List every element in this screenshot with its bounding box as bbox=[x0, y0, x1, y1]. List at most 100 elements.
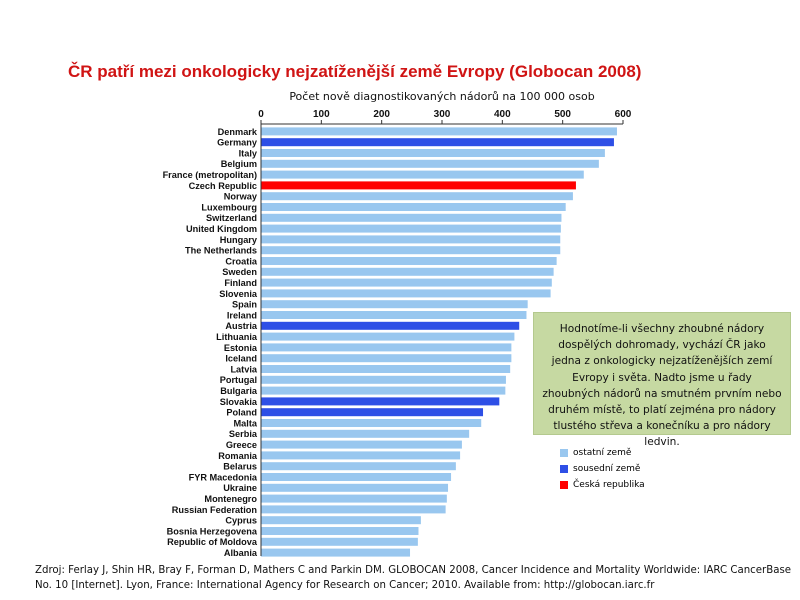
bar bbox=[261, 408, 484, 417]
source-citation: Zdroj: Ferlay J, Shin HR, Bray F, Forman… bbox=[35, 565, 792, 591]
category-label: Ireland bbox=[227, 310, 257, 320]
category-label: Cyprus bbox=[225, 516, 257, 526]
category-label: Finland bbox=[224, 278, 257, 288]
bar bbox=[261, 343, 512, 352]
bar bbox=[261, 473, 452, 481]
bar bbox=[261, 375, 506, 384]
bar bbox=[261, 213, 562, 222]
x-tick-label: 600 bbox=[615, 109, 632, 120]
category-label: Denmark bbox=[218, 127, 258, 137]
category-label: Germany bbox=[217, 138, 258, 148]
bar bbox=[261, 300, 528, 309]
category-label: Norway bbox=[224, 192, 258, 202]
category-label: Slovenia bbox=[219, 289, 258, 299]
category-label: Russian Federation bbox=[172, 505, 258, 515]
x-tick-label: 300 bbox=[434, 109, 451, 120]
bar bbox=[261, 321, 520, 330]
category-label: Greece bbox=[226, 440, 257, 450]
bar bbox=[261, 429, 470, 438]
bar bbox=[261, 483, 449, 492]
bar bbox=[261, 440, 462, 449]
category-label: United Kingdom bbox=[186, 224, 257, 234]
bar bbox=[261, 127, 617, 136]
bar bbox=[261, 537, 418, 546]
category-label: Ukraine bbox=[223, 483, 257, 493]
category-label: France (metropolitan) bbox=[163, 170, 257, 180]
bar bbox=[261, 192, 573, 201]
category-label: Serbia bbox=[229, 429, 258, 439]
legend-item-czech: Česká republika bbox=[560, 478, 645, 492]
category-label: Sweden bbox=[222, 267, 257, 277]
bar bbox=[261, 365, 511, 373]
category-label: Austria bbox=[225, 321, 258, 331]
legend-swatch-other bbox=[560, 449, 568, 457]
bar bbox=[261, 397, 500, 406]
category-label: The Netherlands bbox=[185, 246, 257, 256]
category-label: Bosnia Herzegovena bbox=[167, 526, 258, 536]
bar bbox=[261, 159, 599, 168]
bar bbox=[261, 505, 446, 514]
bar bbox=[261, 278, 552, 287]
x-tick-label: 200 bbox=[373, 109, 390, 120]
bar bbox=[261, 138, 614, 147]
category-label: Slovakia bbox=[220, 397, 258, 407]
category-label: Spain bbox=[232, 300, 257, 310]
legend-item-neighbor: sousední země bbox=[560, 462, 645, 476]
x-tick-label: 0 bbox=[258, 109, 264, 120]
category-label: FYR Macedonia bbox=[189, 472, 258, 482]
category-label: Switzerland bbox=[206, 213, 257, 223]
bar bbox=[261, 149, 605, 157]
legend-label-neighbor: sousední země bbox=[573, 464, 641, 474]
legend: ostatní země sousední země Česká republi… bbox=[560, 446, 645, 494]
x-tick-label: 500 bbox=[554, 109, 571, 120]
bar bbox=[261, 354, 512, 363]
info-box: Hodnotíme-li všechny zhoubné nádory dosp… bbox=[533, 312, 791, 448]
category-label: Malta bbox=[234, 418, 258, 428]
bar bbox=[261, 462, 456, 471]
bar bbox=[261, 224, 561, 233]
category-label: Albania bbox=[224, 548, 258, 558]
category-label: Estonia bbox=[224, 343, 258, 353]
legend-swatch-czech bbox=[560, 481, 568, 489]
category-label: Romania bbox=[218, 451, 258, 461]
category-label: Republic of Moldova bbox=[167, 537, 258, 547]
legend-label-other: ostatní země bbox=[573, 448, 632, 458]
bar bbox=[261, 246, 561, 255]
bar bbox=[261, 267, 554, 276]
bar bbox=[261, 235, 561, 244]
category-label: Lithuania bbox=[216, 332, 258, 342]
category-label: Belgium bbox=[221, 159, 257, 169]
bar bbox=[261, 181, 576, 190]
legend-label-czech: Česká republika bbox=[573, 480, 645, 490]
category-label: Iceland bbox=[225, 354, 257, 364]
category-label: Latvia bbox=[230, 364, 257, 374]
bar bbox=[261, 494, 447, 503]
bar bbox=[261, 257, 557, 265]
legend-swatch-neighbor bbox=[560, 465, 568, 473]
bar bbox=[261, 289, 551, 298]
bar bbox=[261, 516, 421, 525]
bar bbox=[261, 451, 461, 460]
category-label: Portugal bbox=[220, 375, 257, 385]
category-label: Croatia bbox=[225, 256, 258, 266]
category-label: Italy bbox=[239, 148, 258, 158]
bar bbox=[261, 386, 506, 395]
category-label: Luxembourg bbox=[201, 202, 257, 212]
bar bbox=[261, 332, 515, 341]
category-label: Hungary bbox=[220, 235, 258, 245]
category-label: Belarus bbox=[223, 462, 257, 472]
x-tick-label: 100 bbox=[313, 109, 330, 120]
bar bbox=[261, 548, 411, 557]
category-label: Montenegro bbox=[204, 494, 257, 504]
chart-title: ČR patří mezi onkologicky nejzatíženější… bbox=[68, 62, 642, 81]
bar bbox=[261, 311, 527, 319]
bar bbox=[261, 170, 584, 179]
bar bbox=[261, 419, 482, 427]
bar bbox=[261, 527, 419, 535]
x-tick-label: 400 bbox=[494, 109, 511, 120]
legend-item-other: ostatní země bbox=[560, 446, 645, 460]
category-label: Poland bbox=[226, 408, 257, 418]
category-label: Czech Republic bbox=[189, 181, 257, 191]
x-axis-label: Počet nově diagnostikovaných nádorů na 1… bbox=[289, 90, 594, 103]
